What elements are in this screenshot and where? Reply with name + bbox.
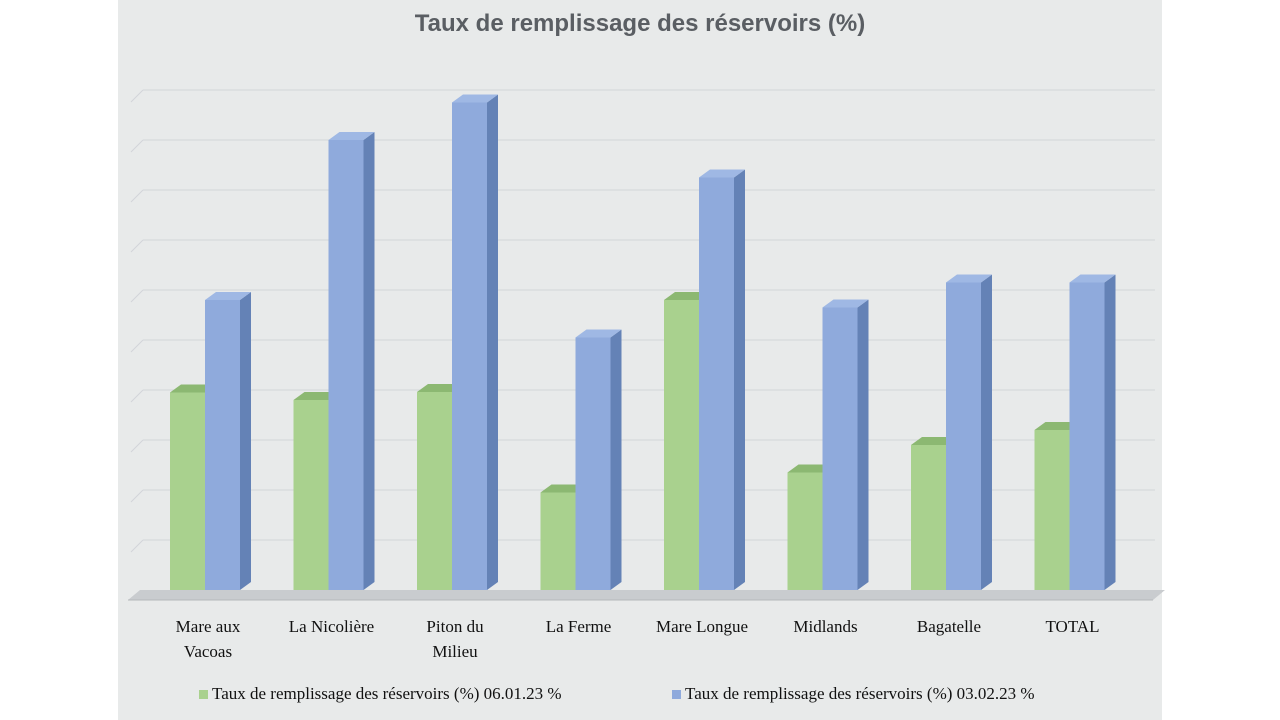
- gridlines: [130, 89, 1155, 553]
- bar-front: [293, 400, 329, 590]
- bar-front: [205, 300, 240, 590]
- bar-top: [664, 292, 710, 300]
- gridline-side: [130, 239, 144, 253]
- bar-series-2-7: [946, 274, 992, 590]
- bar-top: [452, 94, 498, 103]
- bar-front: [170, 392, 205, 590]
- bar-top: [540, 484, 587, 493]
- bar-front: [946, 282, 981, 590]
- chart-floor: [128, 590, 1165, 601]
- gridline-side: [130, 539, 144, 553]
- bar-top: [170, 384, 216, 393]
- bar-front: [664, 300, 699, 590]
- bar-series-2-2: [328, 132, 375, 590]
- category-label-5: Mare Longue: [656, 617, 748, 636]
- bar-side: [240, 292, 251, 590]
- category-label-7: Bagatelle: [917, 617, 981, 636]
- category-label-8: TOTAL: [1045, 617, 1099, 636]
- gridline-side: [130, 389, 144, 403]
- category-label-1: Mare aux Vacoas: [176, 617, 241, 661]
- legend-label-series-1: Taux de remplissage des réservoirs (%) 0…: [212, 684, 562, 703]
- bar-series-2-8: [1069, 274, 1116, 590]
- category-label-6: Midlands: [793, 617, 857, 636]
- bar-front: [328, 140, 364, 590]
- bar-top: [293, 392, 340, 400]
- gridline-side: [130, 489, 144, 503]
- category-labels: Mare aux Vacoas La Nicolière Piton du Milieu…: [176, 617, 1100, 661]
- bar-side: [487, 94, 498, 590]
- category-label-3: Piton du Milieu: [426, 617, 484, 661]
- bar-top: [787, 464, 834, 473]
- gridline-side: [130, 439, 144, 453]
- bar-front: [575, 337, 611, 590]
- bar-top: [328, 132, 375, 140]
- bar-side: [981, 274, 992, 590]
- bar-front: [911, 445, 946, 590]
- gridline-side: [130, 289, 144, 303]
- legend-swatch-blue: [672, 689, 681, 699]
- legend-swatch-green: [199, 689, 208, 699]
- bar-series-2-5: [699, 169, 745, 590]
- legend-label-series-2: Taux de remplissage des réservoirs (%) 0…: [685, 684, 1035, 703]
- category-label-2: La Nicolière: [289, 617, 374, 636]
- bar-front: [540, 492, 576, 590]
- bar-front: [1069, 282, 1105, 590]
- bar-front: [1034, 430, 1070, 590]
- category-label-4: La Ferme: [546, 617, 612, 636]
- bar-series-2-6: [822, 299, 869, 590]
- gridline-side: [130, 139, 144, 153]
- legend-item-series-1: Taux de remplissage des réservoirs (%) 0…: [199, 684, 562, 704]
- bar-front: [822, 307, 858, 590]
- floor-plane: [128, 590, 1165, 600]
- bar-series-2-1: [205, 292, 251, 590]
- bar-front: [417, 392, 452, 590]
- bar-side: [363, 132, 375, 590]
- bar-series-2-4: [575, 329, 622, 590]
- bar-top: [822, 299, 869, 308]
- legend-item-series-2: Taux de remplissage des réservoirs (%) 0…: [672, 684, 1035, 704]
- bars: [170, 94, 1116, 590]
- bar-side: [734, 169, 745, 590]
- bar-series-2-3: [452, 94, 498, 590]
- gridline-side: [130, 89, 144, 103]
- bar-front: [787, 472, 823, 590]
- bar-top: [205, 292, 251, 300]
- bar-top: [1069, 274, 1116, 283]
- bar-top: [1034, 422, 1081, 430]
- chart-title: Taux de remplissage des réservoirs (%): [414, 10, 866, 37]
- bar-side: [610, 329, 622, 590]
- bar-front: [699, 177, 734, 590]
- bar-side: [1104, 274, 1116, 590]
- gridline-side: [130, 339, 144, 353]
- bar-front: [452, 102, 487, 590]
- bar-top: [699, 169, 745, 178]
- bar-side: [857, 299, 869, 590]
- gridline-side: [130, 189, 144, 203]
- bar-top: [417, 384, 463, 392]
- bar-top: [911, 437, 957, 445]
- bar-top: [575, 329, 622, 338]
- bar-top: [946, 274, 992, 283]
